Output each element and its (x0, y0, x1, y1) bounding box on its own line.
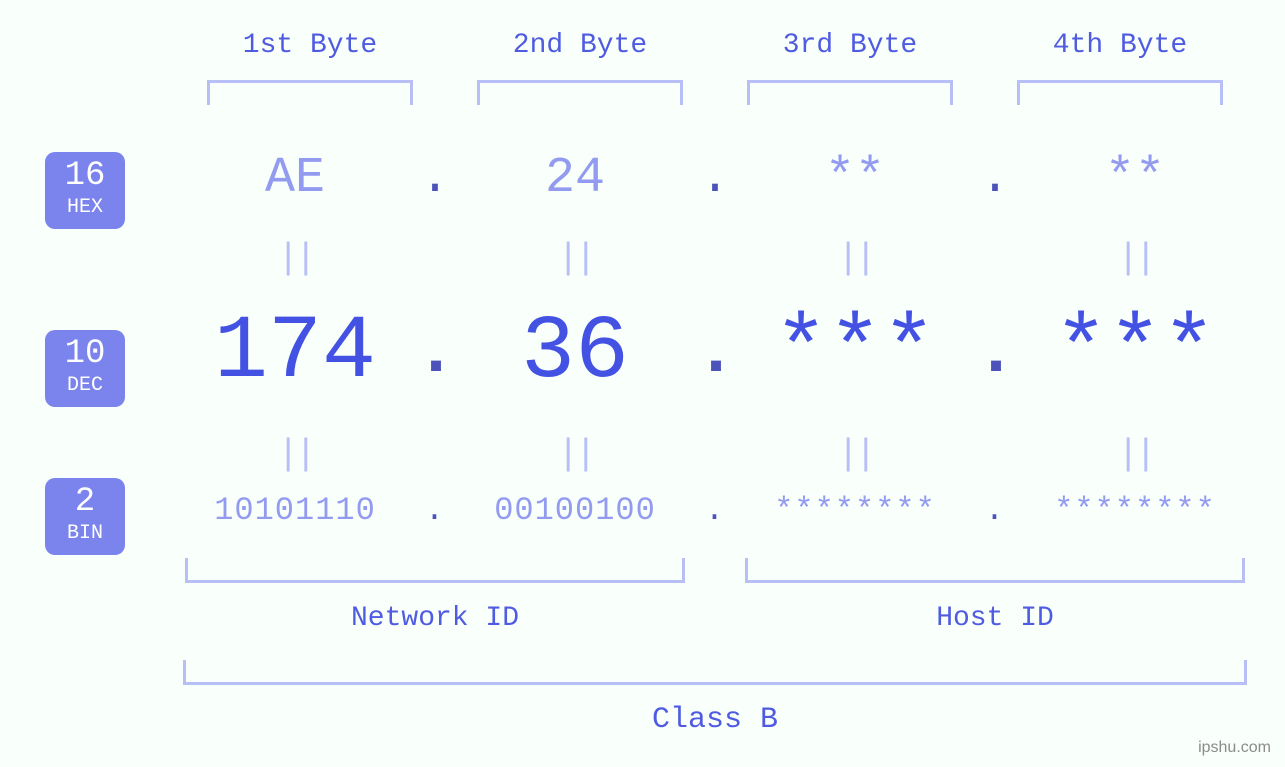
badge-label: HEX (45, 197, 125, 219)
bracket-bottom-icon (745, 558, 1245, 583)
bottom-brackets-row: Network ID Host ID (175, 558, 1255, 634)
bin-byte-4: ******** (1015, 492, 1255, 529)
byte-header-1: 1st Byte (175, 30, 445, 61)
dec-byte-3: *** (735, 302, 975, 404)
dec-byte-4: *** (1015, 302, 1255, 404)
hex-byte-1: AE (175, 150, 415, 207)
equals-icon: || (735, 434, 975, 475)
hex-byte-4: ** (1015, 150, 1255, 207)
bin-byte-1: 10101110 (175, 492, 415, 529)
equals-icon: || (1015, 238, 1255, 279)
network-id-group: Network ID (175, 558, 695, 634)
equals-icon: || (735, 238, 975, 279)
dot-separator: . (695, 492, 735, 529)
equals-icon: || (175, 434, 415, 475)
bin-byte-2: 00100100 (455, 492, 695, 529)
badge-number: 2 (45, 484, 125, 521)
bracket-bottom-icon (183, 660, 1247, 685)
watermark-text: ipshu.com (1198, 739, 1271, 757)
class-group: Class B (175, 660, 1255, 737)
bracket-top-icon (747, 80, 953, 105)
dec-byte-2: 36 (455, 302, 695, 404)
byte-headers-row: 1st Byte 2nd Byte 3rd Byte 4th Byte (175, 30, 1255, 61)
equals-icon: || (1015, 434, 1255, 475)
top-brackets-row (175, 80, 1255, 105)
row-dec: 174 . 36 . *** . *** (175, 302, 1255, 404)
hex-byte-2: 24 (455, 150, 695, 207)
badge-number: 16 (45, 158, 125, 195)
byte-header-4: 4th Byte (985, 30, 1255, 61)
dot-separator: . (695, 150, 735, 207)
badge-label: BIN (45, 523, 125, 545)
badge-label: DEC (45, 375, 125, 397)
badge-number: 10 (45, 336, 125, 373)
host-id-group: Host ID (735, 558, 1255, 634)
dot-separator: . (695, 314, 735, 393)
dot-separator: . (415, 314, 455, 393)
dot-separator: . (415, 150, 455, 207)
row-equals-1: || . || . || . || (175, 238, 1255, 279)
network-id-label: Network ID (351, 603, 519, 634)
byte-header-2: 2nd Byte (445, 30, 715, 61)
byte-header-3: 3rd Byte (715, 30, 985, 61)
dot-separator: . (975, 492, 1015, 529)
ip-notation-diagram: 1st Byte 2nd Byte 3rd Byte 4th Byte 16 H… (0, 0, 1285, 767)
row-equals-2: || . || . || . || (175, 434, 1255, 475)
row-hex: AE . 24 . ** . ** (175, 150, 1255, 207)
dot-separator: . (415, 492, 455, 529)
base-badge-hex: 16 HEX (45, 152, 125, 229)
bracket-top-icon (477, 80, 683, 105)
dot-separator: . (975, 150, 1015, 207)
dot-separator: . (975, 314, 1015, 393)
row-bin: 10101110 . 00100100 . ******** . *******… (175, 492, 1255, 529)
equals-icon: || (455, 434, 695, 475)
host-id-label: Host ID (936, 603, 1054, 634)
equals-icon: || (455, 238, 695, 279)
base-badge-dec: 10 DEC (45, 330, 125, 407)
equals-icon: || (175, 238, 415, 279)
bracket-top-icon (207, 80, 413, 105)
dec-byte-1: 174 (175, 302, 415, 404)
bin-byte-3: ******** (735, 492, 975, 529)
class-label: Class B (652, 703, 778, 737)
hex-byte-3: ** (735, 150, 975, 207)
bracket-top-icon (1017, 80, 1223, 105)
base-badge-bin: 2 BIN (45, 478, 125, 555)
bracket-bottom-icon (185, 558, 685, 583)
